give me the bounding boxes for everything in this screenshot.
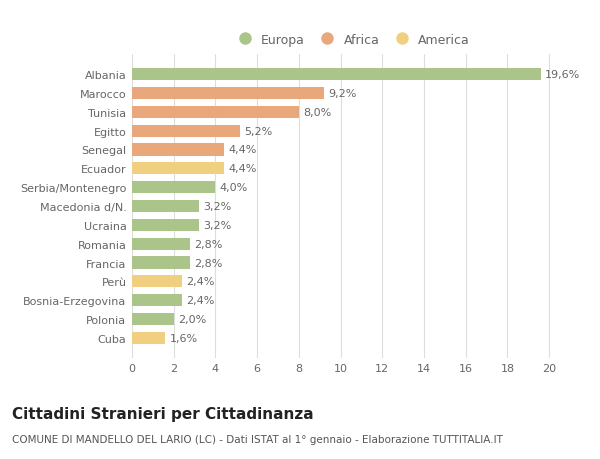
Text: 4,4%: 4,4% — [228, 164, 256, 174]
Bar — [132, 69, 541, 81]
Bar — [132, 276, 182, 288]
Bar — [132, 294, 182, 307]
Text: 3,2%: 3,2% — [203, 220, 231, 230]
Bar — [132, 332, 166, 344]
Bar — [132, 125, 241, 137]
Text: 8,0%: 8,0% — [303, 107, 331, 118]
Bar — [132, 257, 190, 269]
Text: 4,0%: 4,0% — [220, 183, 248, 193]
Bar — [132, 313, 174, 325]
Text: 2,8%: 2,8% — [194, 258, 223, 268]
Bar — [132, 182, 215, 194]
Text: COMUNE DI MANDELLO DEL LARIO (LC) - Dati ISTAT al 1° gennaio - Elaborazione TUTT: COMUNE DI MANDELLO DEL LARIO (LC) - Dati… — [12, 434, 503, 444]
Bar — [132, 238, 190, 250]
Text: 19,6%: 19,6% — [545, 70, 580, 80]
Bar — [132, 144, 224, 156]
Bar — [132, 201, 199, 213]
Text: 2,4%: 2,4% — [186, 277, 215, 287]
Bar — [132, 106, 299, 119]
Text: 1,6%: 1,6% — [170, 333, 197, 343]
Text: 5,2%: 5,2% — [245, 126, 273, 136]
Bar — [132, 219, 199, 231]
Bar — [132, 163, 224, 175]
Text: 3,2%: 3,2% — [203, 202, 231, 212]
Text: 9,2%: 9,2% — [328, 89, 356, 99]
Text: Cittadini Stranieri per Cittadinanza: Cittadini Stranieri per Cittadinanza — [12, 406, 314, 421]
Text: 2,0%: 2,0% — [178, 314, 206, 325]
Bar — [132, 88, 324, 100]
Text: 4,4%: 4,4% — [228, 145, 256, 155]
Legend: Europa, Africa, America: Europa, Africa, America — [230, 31, 472, 49]
Text: 2,8%: 2,8% — [194, 239, 223, 249]
Text: 2,4%: 2,4% — [186, 296, 215, 306]
